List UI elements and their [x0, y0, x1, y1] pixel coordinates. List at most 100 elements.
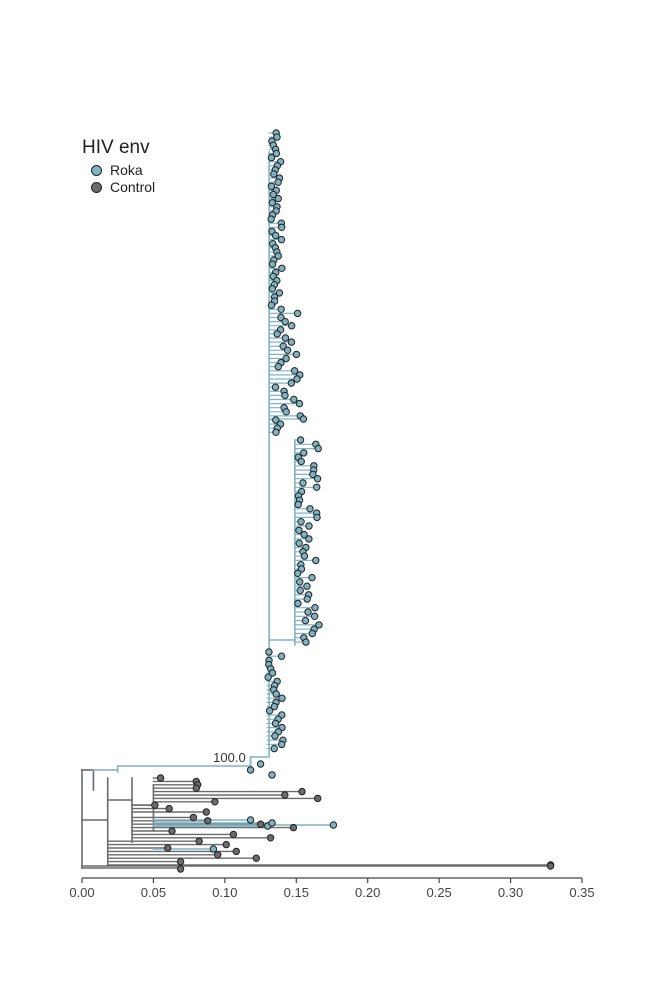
- tip-point: [297, 518, 305, 526]
- tip-point: [204, 817, 212, 825]
- tip-point: [252, 854, 260, 862]
- tip-point: [214, 851, 222, 859]
- tip-point: [274, 178, 282, 186]
- tip-point: [296, 436, 305, 444]
- x-tick-label: 0.25: [426, 885, 451, 900]
- tip-point: [295, 539, 303, 547]
- x-tick-label: 0.30: [498, 885, 523, 900]
- x-tick-label: 0.00: [69, 885, 94, 900]
- tip-point: [292, 350, 301, 359]
- tip-point: [277, 652, 286, 660]
- tip-point: [232, 847, 240, 856]
- tip-point: [310, 612, 319, 620]
- tip-point: [277, 305, 285, 313]
- bootstrap-label: 100.0: [213, 750, 246, 765]
- tip-point: [294, 599, 302, 608]
- x-tick-label: 0.15: [284, 885, 309, 900]
- tip-point: [315, 621, 323, 629]
- tip-point: [289, 823, 298, 832]
- tip-point: [290, 395, 298, 404]
- legend-label-control: Control: [110, 179, 156, 195]
- tip-point: [202, 808, 210, 816]
- tip-point: [309, 470, 317, 479]
- tip-point: [268, 771, 276, 779]
- tip-point: [274, 194, 282, 203]
- tip-point: [303, 582, 311, 590]
- tip-point: [283, 346, 292, 354]
- tip-point: [273, 133, 281, 141]
- legend-entry-control: Control: [91, 179, 155, 196]
- tip-point: [277, 740, 286, 749]
- tip-point: [273, 330, 281, 338]
- tip-point: [293, 309, 302, 318]
- tip-point: [311, 604, 319, 612]
- tip-point: [164, 844, 172, 852]
- tip-point: [298, 787, 306, 796]
- tip-point: [312, 483, 321, 491]
- tip-point: [275, 289, 284, 297]
- x-tick-label: 0.05: [141, 885, 166, 900]
- legend-entry-roka: Roka: [91, 162, 155, 179]
- tip-point: [268, 285, 277, 293]
- tip-point: [222, 840, 230, 849]
- tip-point: [270, 702, 279, 711]
- tip-point: [176, 865, 185, 873]
- annotations: 100.0: [213, 750, 246, 765]
- tip-point: [295, 526, 303, 534]
- tip-point: [282, 354, 290, 363]
- tip-point: [256, 760, 265, 768]
- x-axis: 0.00 0.05 0.10 0.15 0.20 0.25 0.30 0.35: [69, 877, 595, 900]
- tip-point: [274, 252, 282, 260]
- tip-point: [306, 505, 314, 513]
- tree-tips: [151, 129, 555, 873]
- tip-point: [264, 673, 272, 681]
- tip-point: [281, 334, 290, 342]
- tip-point: [277, 235, 286, 244]
- tip-point: [265, 707, 274, 715]
- tip-point: [271, 231, 280, 240]
- tip-point: [279, 342, 287, 350]
- tip-point: [312, 556, 320, 565]
- tip-point: [271, 732, 279, 740]
- tip-point: [297, 457, 305, 466]
- tip-point: [303, 595, 311, 603]
- tip-point: [267, 153, 276, 162]
- tip-point: [268, 260, 277, 268]
- tip-point: [296, 586, 304, 595]
- tip-point: [246, 766, 255, 774]
- tip-point: [266, 834, 275, 842]
- tip-point: [305, 522, 313, 530]
- tip-point: [308, 629, 317, 638]
- tip-point: [229, 830, 238, 839]
- tip-point: [192, 784, 200, 792]
- tip-point: [293, 375, 301, 383]
- tip-point: [314, 794, 322, 803]
- tip-point: [290, 367, 299, 375]
- tip-point: [270, 170, 278, 178]
- tip-point: [268, 669, 277, 677]
- legend: HIV env Roka Control: [82, 137, 155, 196]
- tip-point: [267, 215, 275, 223]
- tip-point: [282, 408, 290, 416]
- tip-point: [294, 569, 302, 577]
- tip-point: [299, 415, 308, 423]
- tip-point: [305, 535, 313, 543]
- tip-point: [278, 694, 286, 702]
- tip-point: [546, 862, 555, 870]
- tip-point: [287, 338, 296, 346]
- x-tick-label: 0.10: [212, 885, 237, 900]
- tip-point: [299, 479, 307, 487]
- tip-point: [271, 719, 280, 728]
- tip-point: [269, 190, 277, 199]
- tip-point: [189, 813, 198, 822]
- tip-point: [209, 845, 218, 853]
- tip-point: [301, 616, 310, 625]
- tip-point: [156, 774, 165, 782]
- tip-point: [272, 416, 280, 424]
- tip-point: [281, 317, 289, 326]
- tip-point: [278, 264, 286, 272]
- tip-point: [313, 513, 321, 522]
- tip-point: [256, 820, 265, 828]
- tip-point: [304, 608, 312, 616]
